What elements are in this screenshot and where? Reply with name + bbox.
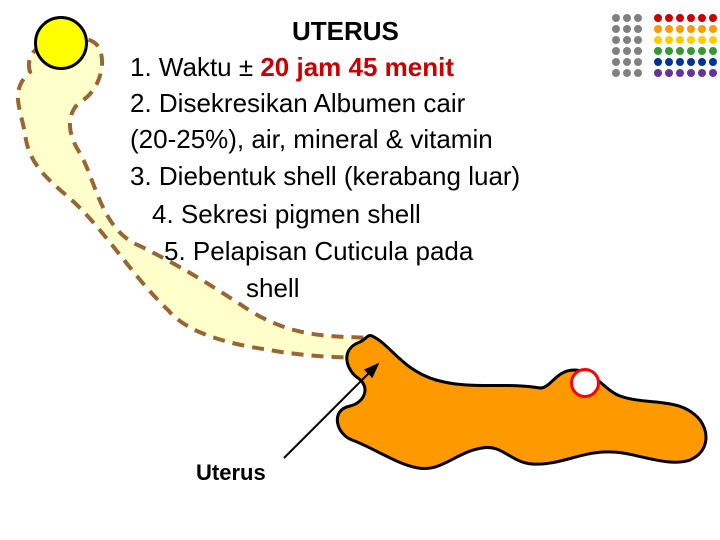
- decorative-dots-right: [654, 14, 717, 77]
- uterus-label: Uterus: [196, 460, 266, 486]
- label-arrow: [0, 0, 720, 540]
- decorative-dots-left: [612, 14, 642, 77]
